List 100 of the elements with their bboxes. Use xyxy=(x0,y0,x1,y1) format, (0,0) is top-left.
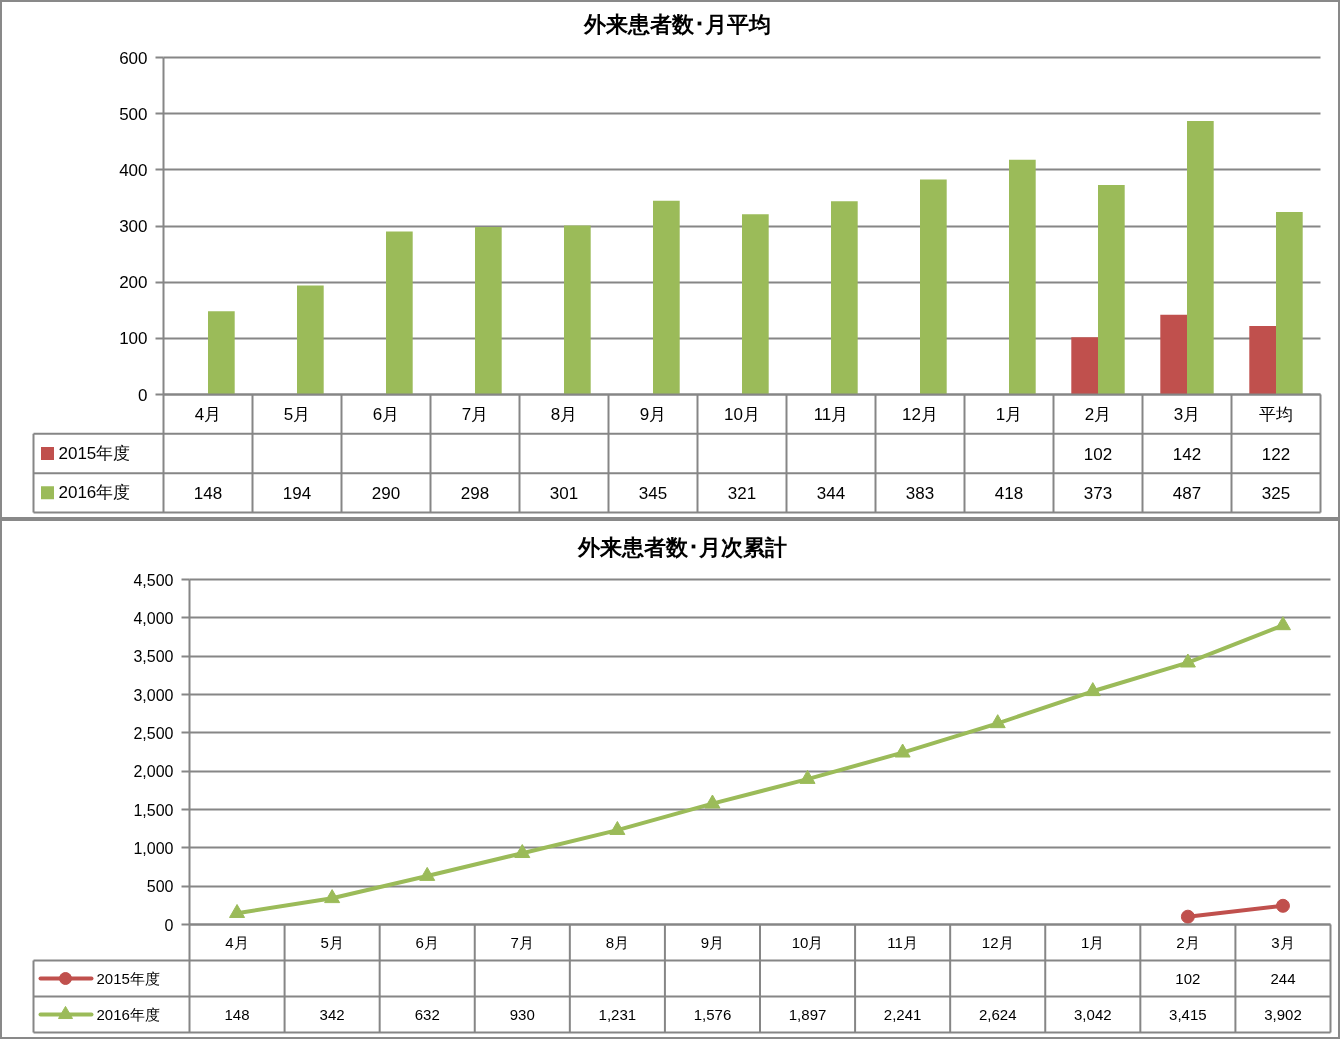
y-tick-label: 600 xyxy=(119,48,148,68)
data-label: 344 xyxy=(816,483,846,503)
bar xyxy=(742,214,769,395)
y-tick-label: 4,000 xyxy=(133,609,174,627)
bar xyxy=(653,200,680,395)
data-label: 1,576 xyxy=(693,1005,732,1023)
bar xyxy=(1160,314,1187,395)
x-tick-label: 4月 xyxy=(225,934,249,951)
point xyxy=(229,903,246,918)
bar xyxy=(1276,211,1303,395)
data-label: 373 xyxy=(1083,483,1113,503)
point xyxy=(1179,653,1196,668)
x-tick-label: 7月 xyxy=(510,934,534,951)
data-label: 301 xyxy=(549,483,579,503)
data-label: 418 xyxy=(994,483,1024,503)
point xyxy=(1180,909,1195,924)
x-tick-label: 9月 xyxy=(639,404,667,424)
x-tick-label: 11月 xyxy=(887,934,918,951)
y-tick-label: 300 xyxy=(119,217,148,236)
x-tick-label: 1月 xyxy=(995,404,1023,424)
point xyxy=(1275,898,1290,913)
y-tick-label: 1,000 xyxy=(133,839,174,857)
data-label: 325 xyxy=(1261,483,1291,503)
y-tick-label: 500 xyxy=(119,104,148,124)
x-tick-label: 12月 xyxy=(981,934,1014,951)
x-tick-label: 3月 xyxy=(1173,404,1201,424)
bar xyxy=(208,311,235,395)
legend-label: 2015年度 xyxy=(96,970,160,987)
data-label: 2,624 xyxy=(978,1005,1017,1023)
data-label: 487 xyxy=(1172,483,1202,503)
x-tick-label: 12月 xyxy=(902,404,938,424)
x-tick-label: 10月 xyxy=(791,934,824,951)
bar xyxy=(1098,185,1125,395)
chart-title: 外来患者数･月次累計 xyxy=(576,534,787,560)
bar xyxy=(1071,337,1098,395)
data-label: 632 xyxy=(414,1005,440,1023)
x-tick-label: 9月 xyxy=(700,934,725,951)
bar xyxy=(1187,120,1214,395)
bar xyxy=(564,225,591,395)
bar xyxy=(920,179,947,395)
x-tick-label: 3月 xyxy=(1271,934,1295,951)
data-label: 298 xyxy=(460,483,490,503)
legend-label: 2015年度 xyxy=(58,444,131,463)
data-label: 342 xyxy=(319,1005,345,1023)
data-label: 102 xyxy=(1083,444,1113,464)
bar xyxy=(831,201,858,395)
data-label: 321 xyxy=(727,483,757,503)
bar xyxy=(386,231,413,395)
y-tick-label: 3,000 xyxy=(133,686,174,704)
x-tick-label: 6月 xyxy=(415,934,439,951)
x-tick-label: 6月 xyxy=(372,404,400,424)
data-label: 345 xyxy=(638,483,668,503)
point xyxy=(704,794,721,809)
data-label: 3,042 xyxy=(1074,1005,1112,1023)
y-tick-label: 100 xyxy=(119,329,148,349)
data-label: 3,415 xyxy=(1169,1005,1207,1023)
bar xyxy=(297,285,324,395)
y-tick-label: 0 xyxy=(164,916,174,934)
x-tick-label: 2月 xyxy=(1084,404,1112,424)
y-tick-label: 0 xyxy=(138,385,148,405)
y-tick-label: 4,500 xyxy=(133,571,174,589)
y-tick-label: 400 xyxy=(119,160,148,180)
point xyxy=(1274,616,1291,631)
data-label: 930 xyxy=(509,1005,535,1023)
bar xyxy=(1249,325,1276,395)
data-label: 194 xyxy=(282,483,312,503)
data-label: 383 xyxy=(905,483,935,503)
x-tick-label: 平均 xyxy=(1259,404,1293,424)
data-label: 3,902 xyxy=(1264,1005,1302,1023)
chart-title: 外来患者数･月平均 xyxy=(582,12,771,37)
point xyxy=(799,769,816,784)
point xyxy=(894,743,911,758)
data-label: 1,897 xyxy=(788,1005,827,1023)
y-tick-label: 2,000 xyxy=(133,763,174,781)
data-label: 148 xyxy=(224,1005,250,1023)
point xyxy=(514,844,531,859)
data-label: 290 xyxy=(371,483,401,503)
x-tick-label: 4月 xyxy=(194,404,222,424)
x-tick-label: 11月 xyxy=(813,404,849,424)
data-label: 244 xyxy=(1270,969,1296,987)
point xyxy=(609,820,626,835)
x-tick-label: 8月 xyxy=(605,934,630,951)
x-tick-label: 8月 xyxy=(550,404,578,424)
y-tick-label: 500 xyxy=(146,878,174,896)
legend-label: 2016年度 xyxy=(58,483,131,503)
y-tick-label: 2,500 xyxy=(133,724,174,742)
point xyxy=(419,866,436,881)
legend-label: 2016年度 xyxy=(96,1006,160,1023)
x-tick-label: 1月 xyxy=(1081,934,1105,951)
point xyxy=(989,714,1006,729)
point xyxy=(324,889,341,904)
x-tick-label: 2月 xyxy=(1176,934,1200,951)
bar xyxy=(1009,159,1036,395)
y-tick-label: 200 xyxy=(119,273,148,293)
x-tick-label: 10月 xyxy=(724,404,760,424)
data-label: 1,231 xyxy=(598,1005,637,1023)
data-label: 102 xyxy=(1175,969,1201,987)
y-tick-label: 1,500 xyxy=(133,801,174,819)
x-tick-label: 5月 xyxy=(283,404,311,424)
data-label: 122 xyxy=(1261,444,1291,464)
